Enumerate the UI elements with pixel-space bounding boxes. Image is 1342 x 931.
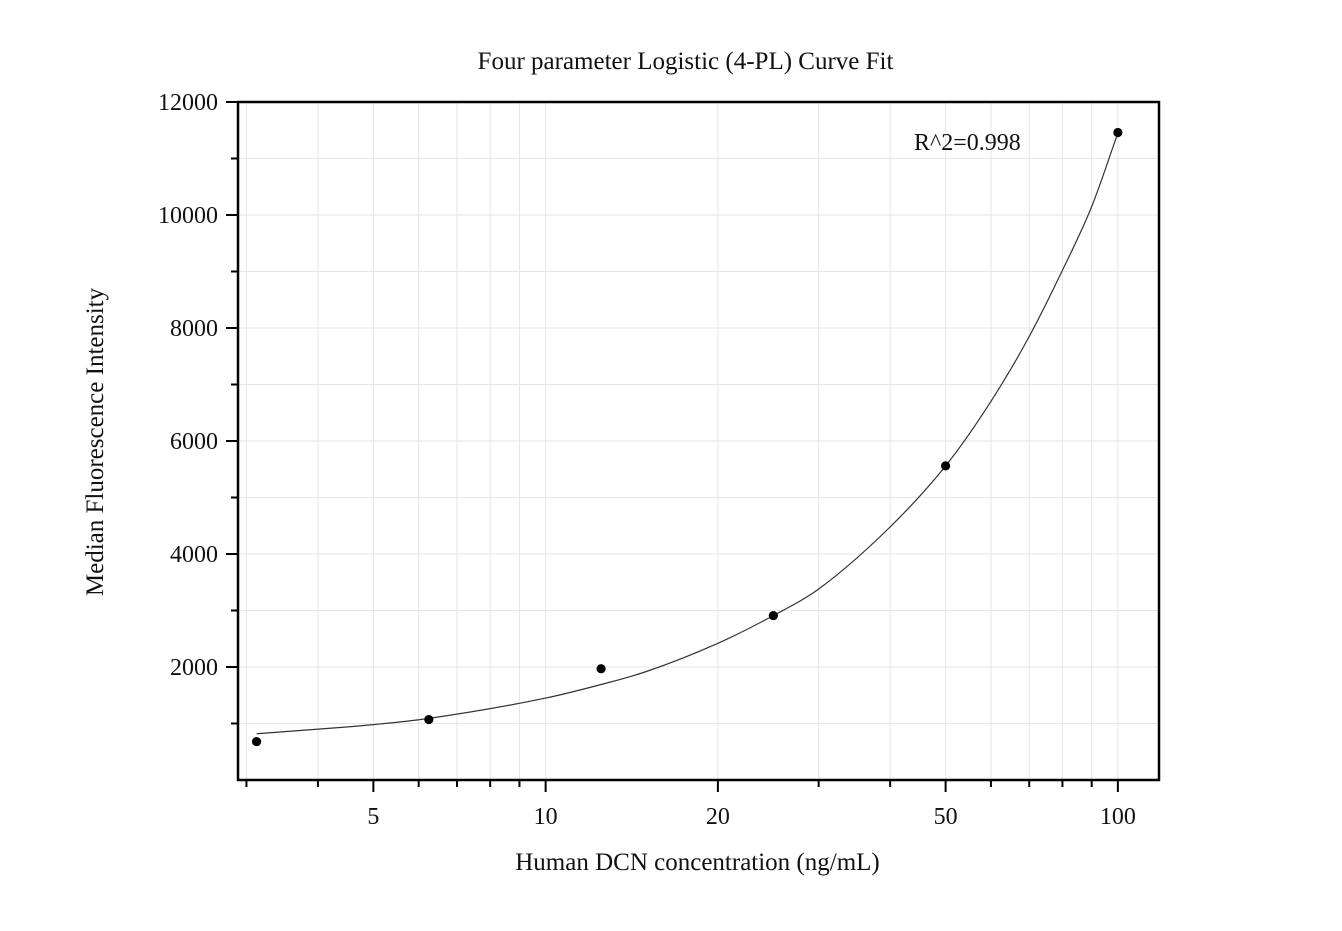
x-tick-label: 10 bbox=[534, 804, 558, 830]
x-tick-label: 50 bbox=[934, 804, 958, 830]
x-tick-labels: 5 10 20 50 100 bbox=[367, 804, 1135, 830]
fit-curve bbox=[256, 132, 1119, 735]
y-tick-labels: 2000 4000 6000 8000 10000 12000 bbox=[158, 90, 218, 681]
x-tick-label: 5 bbox=[367, 804, 379, 830]
data-point bbox=[941, 461, 951, 471]
y-tick-label: 4000 bbox=[170, 542, 218, 568]
x-axis-label: Human DCN concentration (ng/mL) bbox=[515, 849, 880, 876]
chart-title: Four parameter Logistic (4-PL) Curve Fit bbox=[478, 48, 894, 75]
y-tick-label: 8000 bbox=[170, 316, 218, 342]
x-tick-label: 100 bbox=[1100, 804, 1136, 830]
grid-lines bbox=[238, 101, 1159, 780]
y-tick-label: 6000 bbox=[170, 429, 218, 455]
y-tick-label: 10000 bbox=[158, 203, 218, 229]
x-tick-label: 20 bbox=[706, 804, 730, 830]
y-tick-label: 12000 bbox=[158, 90, 218, 116]
y-tick-label: 2000 bbox=[170, 655, 218, 681]
data-point bbox=[596, 664, 606, 674]
data-points bbox=[251, 127, 1123, 747]
y-axis-label: Median Fluorescence Intensity bbox=[82, 287, 109, 596]
axis-ticks bbox=[226, 101, 1119, 792]
data-point bbox=[251, 736, 262, 747]
data-point bbox=[1113, 127, 1123, 138]
data-point bbox=[768, 610, 778, 621]
data-point bbox=[424, 714, 434, 725]
r-squared-annotation: R^2=0.998 bbox=[914, 130, 1021, 156]
